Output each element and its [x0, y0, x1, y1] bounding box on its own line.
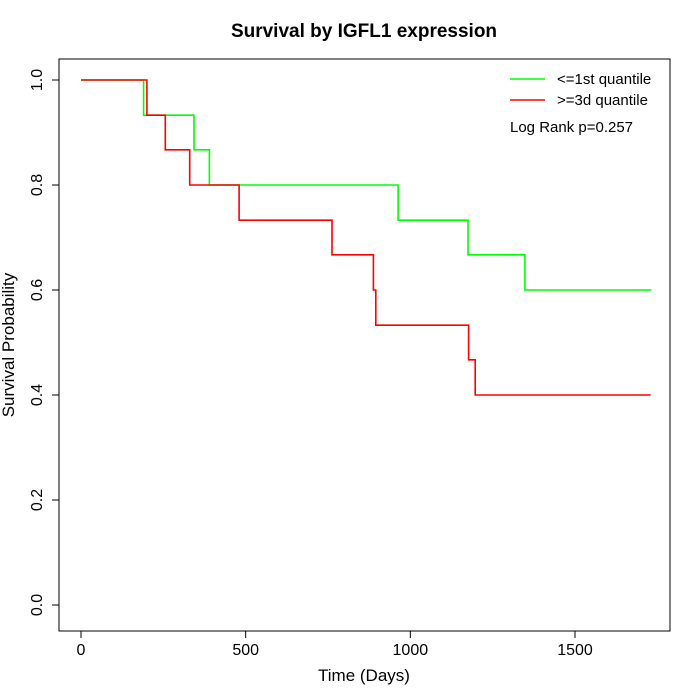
legend-label-2: >=3d quantile [557, 92, 648, 109]
p-value-annotation: Log Rank p=0.257 [510, 119, 633, 136]
x-axis-label: Time (Days) [318, 666, 410, 685]
y-axis: 0.0 0.2 0.4 0.6 0.8 1.0 [29, 69, 60, 616]
y-tick-label: 0.0 [29, 594, 46, 616]
chart-title: Survival by IGFL1 expression [231, 21, 497, 42]
y-tick-label: 0.6 [29, 279, 46, 301]
y-tick-label: 0.4 [29, 384, 46, 406]
x-tick-label: 1500 [557, 642, 593, 659]
x-tick-label: 1000 [393, 642, 429, 659]
y-tick-label: 0.8 [29, 174, 46, 196]
x-tick-label: 0 [77, 642, 86, 659]
x-axis: 0 500 1000 1500 [77, 630, 593, 659]
y-tick-label: 0.2 [29, 489, 46, 511]
series-line-1 [81, 79, 652, 291]
series-layer [81, 79, 652, 396]
y-tick-label: 1.0 [29, 69, 46, 91]
plot-frame [58, 58, 671, 632]
legend-label-1: <=1st quantile [557, 71, 651, 88]
y-axis-label: Survival Probability [0, 272, 18, 417]
x-tick-label: 500 [232, 642, 259, 659]
series-line-2 [81, 79, 651, 396]
legend: <=1st quantile >=3d quantile [510, 71, 651, 109]
